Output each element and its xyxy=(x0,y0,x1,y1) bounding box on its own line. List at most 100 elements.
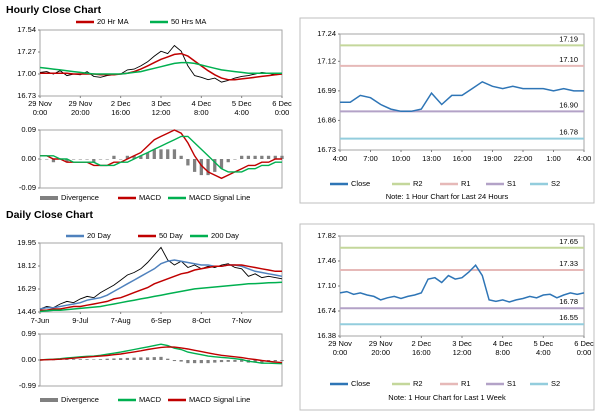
bar xyxy=(172,360,177,362)
bar xyxy=(78,359,82,360)
bar xyxy=(213,360,217,363)
bar xyxy=(132,357,136,360)
bar xyxy=(179,155,183,159)
bar xyxy=(98,159,103,160)
price-line xyxy=(39,246,283,310)
bar xyxy=(192,360,197,364)
series-line xyxy=(40,52,283,81)
legend-label: MACD Signal Line xyxy=(189,395,250,404)
bar xyxy=(65,159,69,163)
bar xyxy=(240,155,244,159)
x-tick-label: 12:00 xyxy=(152,108,171,117)
level-label: 16.55 xyxy=(559,313,578,322)
bar xyxy=(166,149,170,159)
x-tick-label: 4:00 xyxy=(577,154,592,163)
level-label: 16.90 xyxy=(559,100,578,109)
x-tick-label: 8:00 xyxy=(194,108,209,117)
legend-label: 50 Hrs MA xyxy=(171,17,206,26)
y-tick-label: 18.12 xyxy=(17,261,36,270)
x-tick-label: 7-Aug xyxy=(111,316,131,325)
bar xyxy=(172,149,177,159)
plot-frame xyxy=(39,29,283,97)
bar xyxy=(166,358,170,360)
bar xyxy=(253,155,257,159)
y-tick-label: 17.10 xyxy=(317,281,336,290)
x-tick-label: 1:00 xyxy=(546,154,561,163)
bar xyxy=(219,159,224,169)
chart-note: Note: 1 Hour Chart for Last 24 Hours xyxy=(386,192,509,201)
bar xyxy=(92,159,96,163)
bar xyxy=(273,360,277,362)
bar xyxy=(85,159,89,160)
x-tick-label: 19:00 xyxy=(483,154,502,163)
x-tick-label: 6 Dec xyxy=(574,339,594,348)
legend-label: MACD Signal Line xyxy=(189,193,250,202)
bar xyxy=(219,360,224,363)
x-tick-label: 3 Dec xyxy=(151,99,171,108)
y-tick-label: 17.00 xyxy=(17,69,36,78)
x-tick-label: 4:00 xyxy=(333,154,348,163)
bar xyxy=(273,155,277,159)
x-tick-label: 2 Dec xyxy=(412,339,432,348)
section-title: Hourly Close Chart xyxy=(6,4,102,16)
legend-label: 20 Day xyxy=(87,231,111,240)
bar xyxy=(206,360,210,364)
legend-label: S2 xyxy=(551,179,560,188)
bar xyxy=(125,155,130,159)
plot-frame xyxy=(339,33,585,151)
bar xyxy=(112,155,116,159)
legend-label: S1 xyxy=(507,379,516,388)
bar xyxy=(85,359,89,360)
x-tick-label: 5 Dec xyxy=(534,339,554,348)
series-line xyxy=(39,61,282,75)
x-tick-label: 16:00 xyxy=(111,108,130,117)
series-line xyxy=(40,135,282,173)
bar xyxy=(152,357,156,360)
bar xyxy=(260,155,264,159)
chart-note: Note: 1 Hour Chart for Last 1 Week xyxy=(388,393,506,402)
bar xyxy=(132,155,136,159)
legend-label: R1 xyxy=(461,379,471,388)
y-tick-label: 17.54 xyxy=(17,25,36,34)
panel-frame xyxy=(299,223,595,411)
bar xyxy=(65,359,69,360)
bar xyxy=(139,357,143,360)
y-tick-label: 19.95 xyxy=(17,238,36,247)
y-tick-label: 17.82 xyxy=(317,231,336,240)
legend-label: 200 Day xyxy=(211,231,239,240)
bar xyxy=(233,159,237,160)
bar xyxy=(213,159,217,172)
bar xyxy=(145,357,150,360)
bar xyxy=(192,159,197,172)
bar xyxy=(139,155,143,159)
y-tick-label: 17.46 xyxy=(317,256,336,265)
legend-label: MACD xyxy=(139,193,162,202)
y-tick-label: 17.27 xyxy=(17,47,36,56)
series-line xyxy=(40,264,282,311)
bar xyxy=(246,155,251,159)
legend-label: 50 Day xyxy=(159,231,183,240)
x-tick-label: 6 Dec xyxy=(272,99,292,108)
x-tick-label: 16:00 xyxy=(412,348,431,357)
y-tick-label: -0.99 xyxy=(19,381,36,390)
level-label: 16.78 xyxy=(559,128,578,137)
bar xyxy=(253,360,257,363)
y-tick-label: 0.00 xyxy=(21,154,36,163)
level-label: 16.78 xyxy=(559,297,578,306)
series-line xyxy=(39,343,283,365)
x-tick-label: 7-Jun xyxy=(31,316,50,325)
y-tick-label: 14.46 xyxy=(17,307,36,316)
x-tick-label: 7:00 xyxy=(363,154,378,163)
legend-label: S2 xyxy=(551,379,560,388)
x-tick-label: 5 Dec xyxy=(232,99,252,108)
x-tick-label: 4:00 xyxy=(234,108,249,117)
x-tick-label: 0:00 xyxy=(33,108,48,117)
y-tick-label: 16.74 xyxy=(317,306,336,315)
bar xyxy=(112,358,116,360)
x-tick-label: 29 Nov xyxy=(328,339,352,348)
bar xyxy=(45,159,49,160)
bar xyxy=(199,360,203,364)
series-line xyxy=(39,281,283,313)
bar xyxy=(233,360,237,362)
level-label: 17.19 xyxy=(559,34,578,43)
